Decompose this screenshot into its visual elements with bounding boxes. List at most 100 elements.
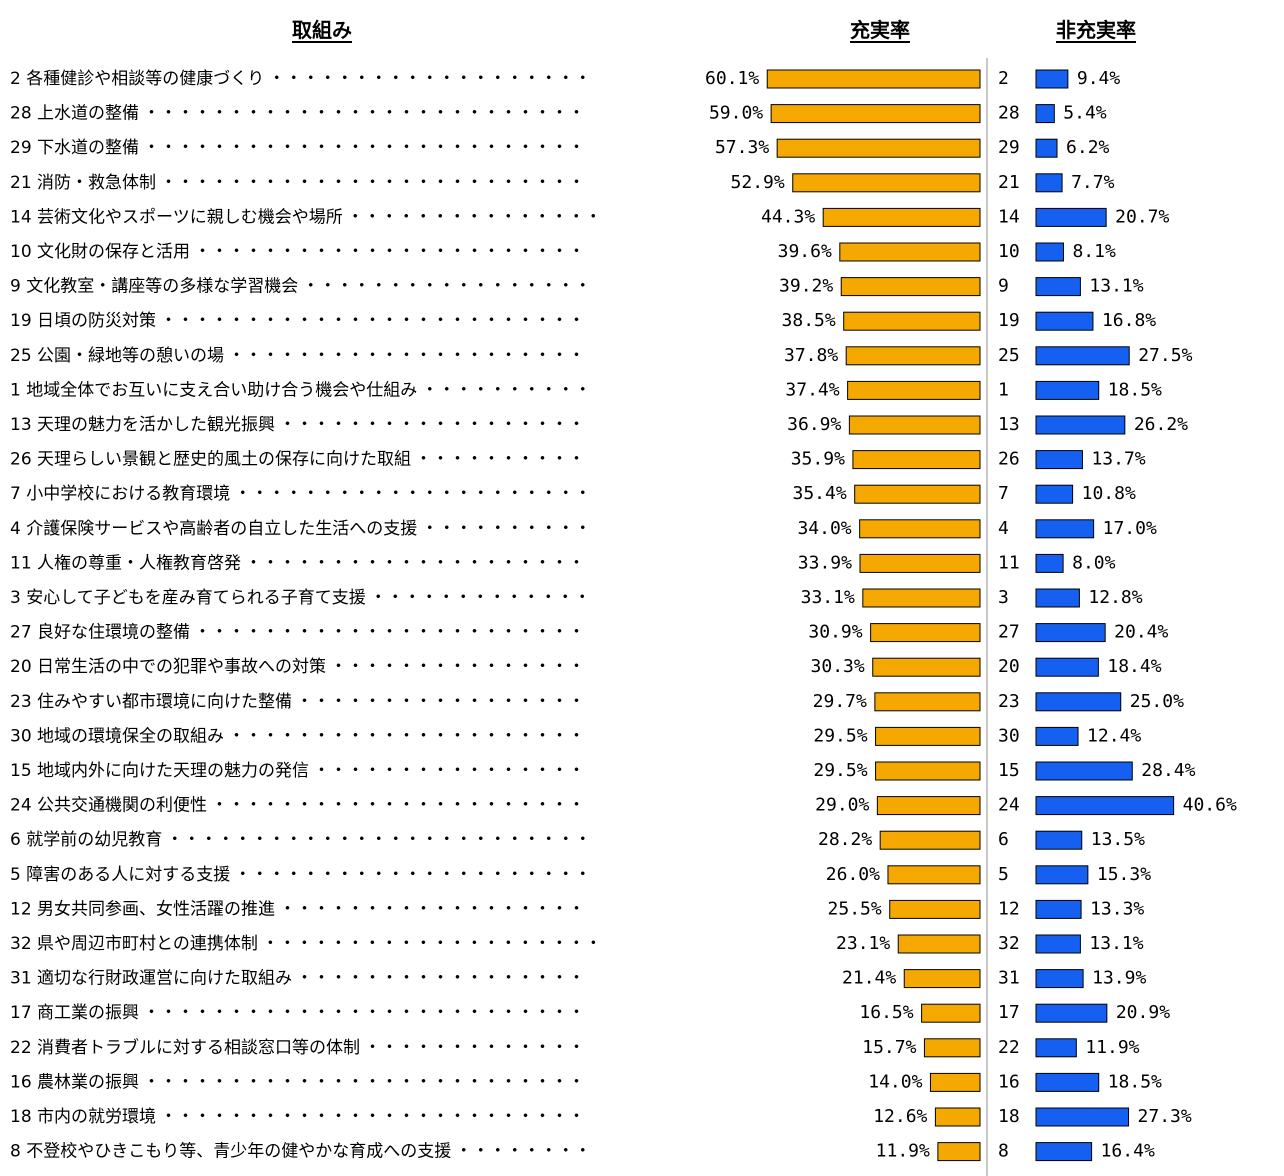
dot-leader: ・・・・・・・・・・ — [421, 519, 591, 539]
satisfied-bar — [876, 796, 981, 816]
header-unsatisfied: 非充実率 — [1056, 18, 1136, 42]
item-id-label: 23 — [998, 691, 1020, 712]
unsatisfied-bar — [1035, 1107, 1130, 1127]
unsatisfied-value-label: 6.2% — [1066, 137, 1110, 158]
dot-leader: ・・・・・・・・・・・・・・・・・・・・・・・ — [194, 242, 585, 262]
dot-leader: ・・・・・・・・・・・・・・・・・・・・・ — [234, 484, 591, 504]
dot-leader: ・・・・・・・・・・・・・・・・・ — [296, 969, 585, 989]
dot-leader: ・・・・・・・・・・・・・ — [370, 588, 591, 608]
item-label: 24 公共交通機関の利便性 — [10, 796, 207, 816]
item-label: 9 文化教室・講座等の多様な学習機会 — [10, 277, 298, 297]
unsatisfied-value-label: 13.1% — [1089, 276, 1143, 297]
unsatisfied-bar — [1035, 1038, 1077, 1058]
unsatisfied-bar — [1035, 69, 1069, 89]
dot-leader: ・・・・・・・・・・ — [421, 380, 591, 400]
item-id-label: 12 — [998, 898, 1020, 919]
dot-leader: ・・・・・・・・・・・・・・・・・・・・・・・・・・ — [143, 138, 585, 158]
unsatisfied-bar — [1035, 726, 1079, 746]
item-label: 23 住みやすい都市環境に向けた整備 — [10, 692, 292, 712]
satisfied-bar — [847, 380, 981, 400]
satisfied-value-label: 28.2% — [818, 829, 872, 850]
unsatisfied-value-label: 12.8% — [1088, 587, 1142, 608]
dot-leader: ・・・・・・・・・・・・・・・・・・・ — [268, 69, 591, 89]
item-label: 19 日頃の防災対策 — [10, 311, 156, 331]
satisfied-value-label: 34.0% — [797, 518, 851, 539]
dot-leader: ・・・・・・・・・・・・・・・・・・・・・・ — [211, 796, 585, 816]
item-id-label: 14 — [998, 206, 1020, 227]
dot-leader: ・・・・・・・・・・・・・・・・・・・・・・・・・・ — [143, 1003, 585, 1023]
satisfied-value-label: 60.1% — [705, 68, 759, 89]
satisfied-value-label: 26.0% — [826, 864, 880, 885]
dot-leader: ・・・・・・・・・・・・・・・・・・・・・・・ — [194, 623, 585, 643]
unsatisfied-value-label: 16.8% — [1102, 310, 1156, 331]
unsatisfied-bar — [1035, 553, 1064, 573]
satisfied-value-label: 35.4% — [792, 483, 846, 504]
satisfied-bar — [875, 761, 981, 781]
header-item: 取組み — [292, 18, 352, 42]
satisfied-bar — [770, 104, 981, 124]
item-label: 18 市内の就労環境 — [10, 1107, 156, 1127]
unsatisfied-value-label: 8.1% — [1072, 241, 1116, 262]
unsatisfied-value-label: 13.3% — [1090, 898, 1144, 919]
dot-leader: ・・・・・・・・・・・・・・・・・ — [296, 692, 585, 712]
item-label: 2 各種健診や相談等の健康づくり — [10, 69, 264, 89]
item-id-label: 17 — [998, 1002, 1020, 1023]
dot-leader: ・・・・・・・・・・・・・・・・・・・・ — [245, 553, 585, 573]
satisfied-bar — [879, 830, 981, 850]
dot-leader: ・・・・・・・・・・・・・・・・・・・・・・・・・ — [166, 830, 591, 850]
unsatisfied-bar — [1035, 623, 1106, 643]
item-id-label: 16 — [998, 1071, 1020, 1092]
dot-leader: ・・・・・・・・・・・・・・・・・・・・・・・・・・ — [143, 104, 585, 124]
item-id-label: 24 — [998, 795, 1020, 816]
unsatisfied-bar — [1035, 519, 1095, 539]
satisfied-bar — [887, 865, 981, 885]
satisfied-bar — [854, 484, 981, 504]
item-label: 31 適切な行財政運営に向けた取組み — [10, 969, 292, 989]
satisfied-bar — [776, 138, 981, 158]
satisfied-bar — [840, 277, 981, 297]
unsatisfied-bar — [1035, 796, 1175, 816]
unsatisfied-value-label: 20.4% — [1114, 622, 1168, 643]
item-label: 8 不登校やひきこもり等、青少年の健やかな育成への支援 — [10, 1142, 451, 1162]
unsatisfied-bar — [1035, 380, 1100, 400]
dot-leader: ・・・・・・・・ — [455, 1142, 591, 1162]
item-id-label: 10 — [998, 241, 1020, 262]
item-id-label: 1 — [998, 379, 1009, 400]
item-id-label: 18 — [998, 1106, 1020, 1127]
unsatisfied-value-label: 11.9% — [1085, 1037, 1139, 1058]
satisfied-bar — [859, 519, 981, 539]
satisfied-bar — [923, 1038, 981, 1058]
unsatisfied-value-label: 13.5% — [1091, 829, 1145, 850]
unsatisfied-bar — [1035, 657, 1099, 677]
item-id-label: 7 — [998, 483, 1009, 504]
unsatisfied-bar — [1035, 899, 1082, 919]
dot-leader: ・・・・・・・・・・・・・・・・・・・・・・・・・・ — [143, 1072, 585, 1092]
unsatisfied-bar — [1035, 1003, 1108, 1023]
satisfied-bar — [921, 1003, 981, 1023]
item-id-label: 31 — [998, 968, 1020, 989]
dot-leader: ・・・・・・・・・・・・・・・・・・・・・・・・・ — [160, 311, 585, 331]
satisfied-value-label: 14.0% — [868, 1071, 922, 1092]
satisfied-value-label: 25.5% — [828, 898, 882, 919]
item-label: 12 男女共同参画、女性活躍の推進 — [10, 899, 275, 919]
satisfied-bar — [792, 173, 981, 193]
item-label: 32 県や周辺市町村との連携体制 — [10, 934, 258, 954]
item-label: 15 地域内外に向けた天理の魅力の発信 — [10, 761, 309, 781]
item-label: 30 地域の環境保全の取組み — [10, 726, 224, 746]
satisfied-value-label: 30.9% — [808, 622, 862, 643]
item-id-label: 3 — [998, 587, 1009, 608]
unsatisfied-value-label: 18.5% — [1108, 379, 1162, 400]
unsatisfied-bar — [1035, 969, 1084, 989]
unsatisfied-bar — [1035, 242, 1064, 262]
satisfied-bar — [859, 553, 981, 573]
satisfied-value-label: 39.6% — [778, 241, 832, 262]
satisfied-value-label: 11.9% — [876, 1141, 930, 1162]
item-label: 29 下水道の整備 — [10, 138, 139, 158]
item-label: 21 消防・救急体制 — [10, 173, 156, 193]
item-label: 25 公園・緑地等の憩いの場 — [10, 346, 224, 366]
item-label: 28 上水道の整備 — [10, 104, 139, 124]
item-id-label: 20 — [998, 656, 1020, 677]
unsatisfied-bar — [1035, 1142, 1093, 1162]
item-id-label: 30 — [998, 725, 1020, 746]
